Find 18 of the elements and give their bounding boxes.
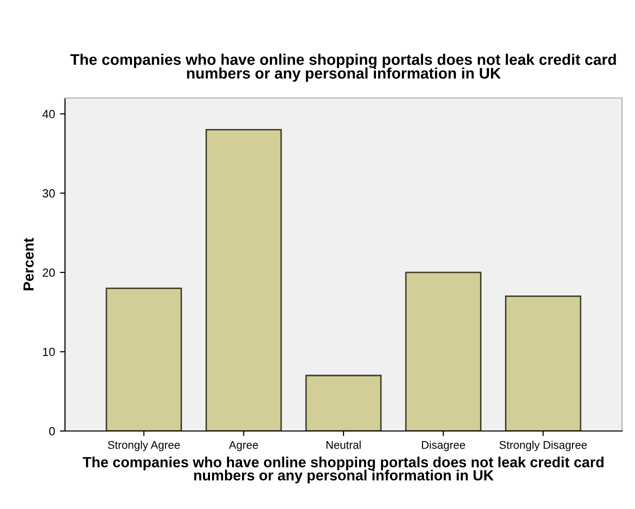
x-axis-title: The companies who have online shopping portals does not leak credit card numbers or any personal information in UK (82, 456, 604, 484)
y-tick-label: 10 (43, 348, 55, 356)
chart-title: The companies who have online shopping portals does not leak credit card numbers or any personal information in UK (70, 54, 616, 82)
y-tick-label: 40 (42, 110, 55, 118)
x-tick-label: Strongly Disagree (499, 440, 587, 452)
bar (106, 288, 182, 431)
y-tick-label: 20 (42, 268, 55, 277)
x-tick-label: Strongly Agree (108, 440, 180, 452)
bar (206, 129, 282, 431)
bar (405, 272, 482, 431)
x-tick-label: Agree (228, 441, 258, 452)
x-tick-label: Neutral (326, 440, 361, 449)
y-axis-title: Percent (24, 238, 34, 290)
y-tick-label: 30 (42, 189, 55, 198)
x-tick-label: Disagree (422, 440, 466, 452)
bar (305, 374, 382, 431)
y-tick-label: 0 (49, 427, 55, 436)
bar (505, 296, 582, 431)
